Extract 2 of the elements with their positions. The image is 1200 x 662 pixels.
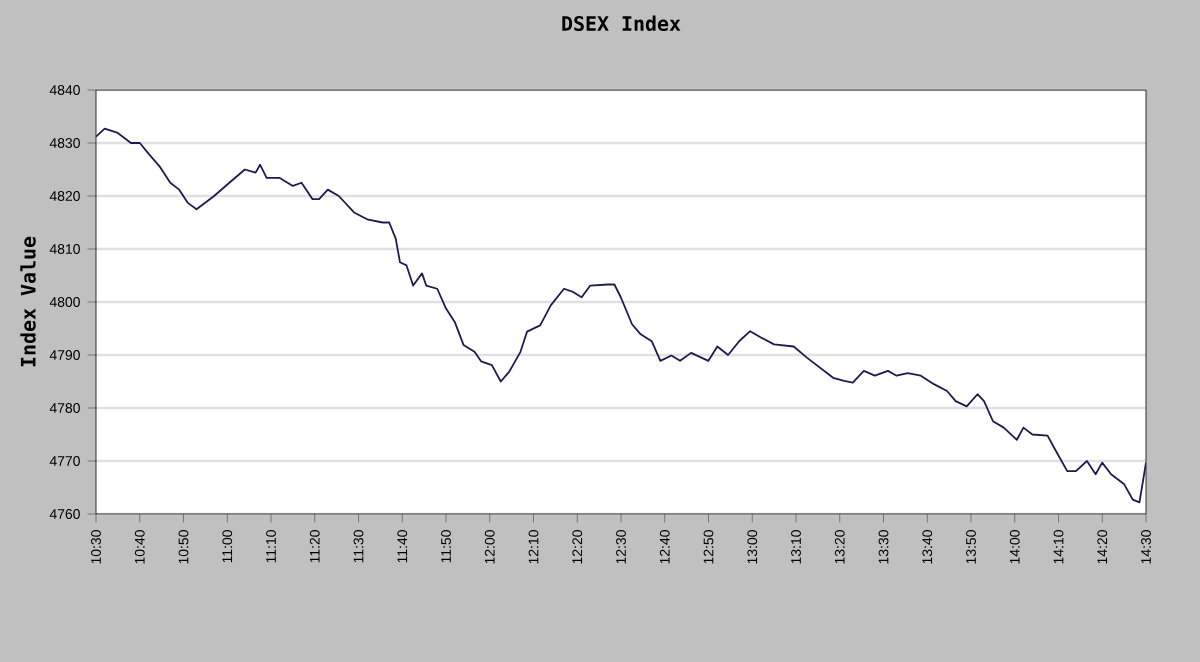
chart-title: DSEX Index [562, 15, 681, 31]
y-axis-title: Index Value [20, 236, 36, 367]
